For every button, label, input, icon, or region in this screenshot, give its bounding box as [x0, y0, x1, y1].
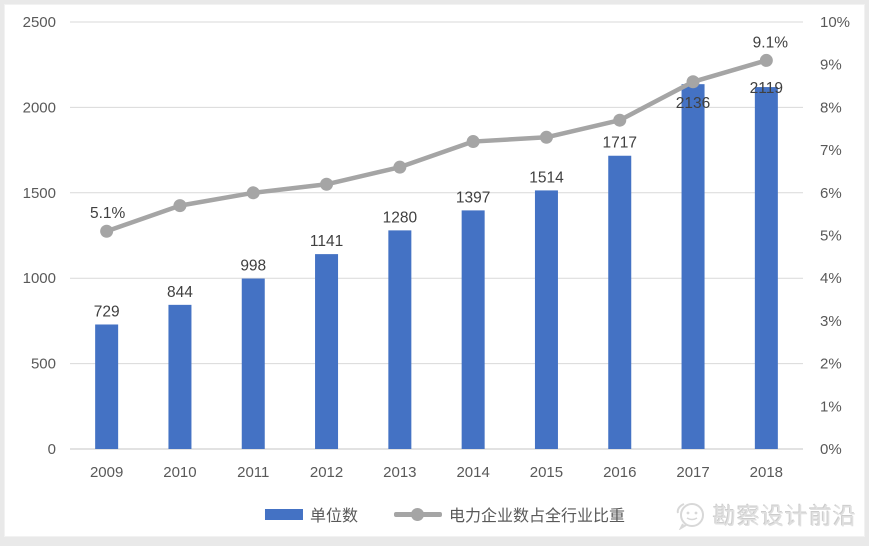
bar [608, 155, 632, 450]
x-axis-label: 2011 [237, 464, 269, 481]
bar-data-label: 1514 [529, 169, 564, 186]
bar-data-label: 2119 [750, 80, 783, 97]
legend-label-ratio: 电力企业数占全行业比重 [449, 508, 626, 525]
right-axis-tick: 2% [820, 356, 842, 373]
bar [95, 324, 119, 449]
line-marker [613, 113, 627, 127]
line-marker [539, 130, 553, 144]
bar-swatch-icon [264, 508, 303, 520]
line-marker [686, 75, 700, 89]
watermark: 勘察设计前沿 [675, 497, 857, 531]
bar-data-label: 1280 [383, 209, 418, 226]
x-axis-label: 2010 [163, 464, 196, 481]
line-data-label: 5.1% [90, 205, 126, 222]
line-marker [393, 160, 407, 174]
bar-data-label: 729 [94, 303, 120, 320]
line-marker [246, 186, 260, 200]
right-axis-tick: 0% [820, 441, 842, 458]
x-axis-label: 2013 [383, 464, 416, 481]
bar [241, 278, 265, 449]
legend-item-ratio: 电力企业数占全行业比重 [394, 502, 625, 526]
right-axis-tick: 9% [820, 57, 842, 74]
legend-label-units: 单位数 [309, 508, 358, 525]
watermark-text: 勘察设计前沿 [713, 503, 857, 529]
left-axis-tick: 1000 [23, 270, 56, 287]
left-axis-tick: 1500 [23, 185, 56, 202]
line-marker [759, 53, 773, 67]
right-axis-tick: 6% [820, 185, 842, 202]
left-axis-tick: 2500 [23, 14, 56, 31]
right-axis-tick: 3% [820, 313, 842, 330]
right-axis-tick: 5% [820, 228, 842, 245]
left-axis-tick: 2000 [23, 99, 56, 116]
bar-data-label: 2136 [676, 95, 710, 112]
bar [315, 254, 339, 449]
right-axis-tick: 7% [820, 142, 842, 159]
x-axis-label: 2016 [603, 464, 636, 481]
line-marker-swatch-icon [394, 507, 442, 521]
bar-data-label: 1141 [310, 233, 343, 250]
x-axis-label: 2017 [676, 464, 709, 481]
x-axis-label: 2009 [90, 464, 123, 481]
bar [168, 304, 192, 449]
bar-data-label: 1397 [456, 189, 490, 206]
right-axis-tick: 4% [820, 270, 842, 287]
x-axis-label: 2018 [750, 464, 783, 481]
x-axis-label: 2015 [530, 464, 563, 481]
line-data-label: 9.1% [753, 34, 789, 51]
bar [681, 84, 705, 449]
left-axis-tick: 0 [48, 441, 56, 458]
ratio-line [104, 58, 769, 234]
bar [534, 190, 558, 449]
bar [388, 230, 412, 449]
right-axis-tick: 10% [820, 14, 850, 31]
bar-data-label: 998 [240, 258, 266, 275]
x-axis-label: 2012 [310, 464, 343, 481]
bar [754, 87, 778, 449]
bar-data-label: 844 [167, 284, 193, 301]
chat-bubble-face-icon [676, 503, 704, 530]
line-marker [100, 224, 114, 238]
line-marker [173, 199, 187, 213]
legend-item-units: 单位数 [264, 502, 358, 526]
right-axis-tick: 1% [820, 398, 842, 415]
right-axis-tick: 8% [820, 99, 842, 116]
bar [461, 210, 485, 449]
line-marker [320, 177, 334, 191]
left-axis-tick: 500 [31, 356, 56, 373]
x-axis-label: 2014 [456, 464, 489, 481]
chart-legend: 单位数 电力企业数占全行业比重 [264, 502, 625, 526]
bar-data-label: 1717 [603, 135, 637, 152]
chart-surface [4, 4, 865, 537]
line-marker [466, 135, 480, 149]
